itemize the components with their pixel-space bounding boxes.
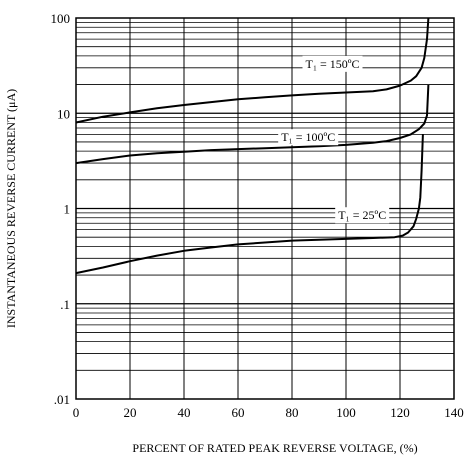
y-tick-label: 10 <box>57 106 70 121</box>
series-label-3: T₁ = 25ºC <box>338 208 386 222</box>
x-tick-label: 100 <box>336 405 356 420</box>
x-tick-label: 40 <box>178 405 191 420</box>
series-label-background <box>335 207 390 224</box>
y-tick-label: 100 <box>51 11 71 26</box>
y-tick-label: 1 <box>64 202 71 217</box>
y-tick-label: .01 <box>54 392 70 407</box>
x-tick-label: 0 <box>73 405 80 420</box>
x-tick-label: 80 <box>286 405 299 420</box>
grid <box>76 18 454 399</box>
series-line-1 <box>75 17 430 124</box>
x-tick-label: 120 <box>390 405 410 420</box>
x-tick-label: 20 <box>124 405 137 420</box>
series-label-background <box>278 129 339 146</box>
x-axis-label: PERCENT OF RATED PEAK REVERSE VOLTAGE, (… <box>132 441 417 455</box>
plot-frame <box>75 17 455 400</box>
y-axis-label: INSTANTANEOUS REVERSE CURRENT (μA) <box>4 89 18 328</box>
series-label-1: T₁ = 150ºC <box>305 57 359 71</box>
series-line-3 <box>75 134 424 275</box>
curves <box>75 17 430 275</box>
series-label-2: T₁ = 100ºC <box>281 130 335 144</box>
x-tick-labels: 0 20 40 60 80 100 120 140 <box>73 405 464 420</box>
curve-labels: T₁ = 150ºC T₁ = 100ºC T₁ = 25ºC <box>278 55 390 224</box>
series-line-2 <box>75 84 430 165</box>
x-tick-label: 140 <box>444 405 464 420</box>
y-tick-labels: .01 .1 1 10 100 <box>51 11 71 407</box>
series-label-background <box>302 55 363 72</box>
x-tick-label: 60 <box>232 405 245 420</box>
y-tick-label: .1 <box>60 297 70 312</box>
